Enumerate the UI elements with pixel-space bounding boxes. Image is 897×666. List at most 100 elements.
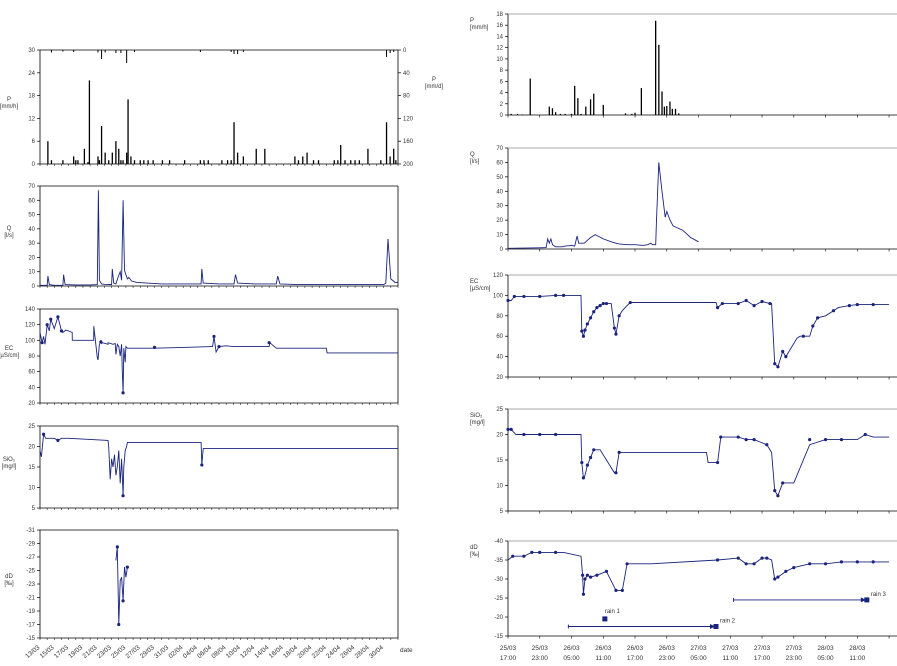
ytick-label: 8: [500, 68, 504, 74]
ytick-label: 25: [28, 424, 35, 430]
xtick-label-date: 27/03: [722, 645, 739, 652]
sample-point: [200, 463, 204, 467]
sample-point: [744, 298, 748, 303]
ytick-label: 80: [28, 354, 35, 360]
ytick-label: -31: [26, 528, 35, 534]
ytick-label: -25: [26, 569, 35, 575]
series-line-R_EC: [508, 294, 890, 368]
ytick-label: -23: [26, 582, 35, 588]
ytick-label: 25: [496, 407, 503, 413]
sample-point: [592, 448, 596, 452]
xtick-label: 20/04: [296, 644, 313, 660]
sample-point: [588, 455, 593, 460]
sample-point: [801, 334, 805, 338]
ytick-label: 15: [28, 465, 35, 471]
ylabel-line: [‰]: [470, 552, 480, 558]
xtick-label-date: 26/03: [659, 645, 676, 652]
sample-point: [538, 294, 542, 299]
sample-point: [592, 310, 596, 314]
sample-point: [595, 573, 599, 577]
ytick-label: 10: [28, 486, 35, 492]
ytick-label: 2: [500, 102, 504, 108]
ytick-label: 70: [496, 146, 503, 152]
rain-event-arrow: [860, 597, 866, 603]
ytick-label: 80: [496, 314, 503, 320]
rain-event-marker: [864, 597, 870, 603]
sample-point: [530, 550, 534, 555]
sample-point: [781, 349, 785, 354]
sample-point: [217, 345, 221, 349]
ylabel-R_dD: dD [‰]: [470, 545, 480, 558]
sample-point: [588, 575, 593, 579]
xtick-label-time: 05:00: [817, 655, 834, 662]
sample-point: [595, 306, 599, 310]
sample-point: [522, 432, 526, 437]
sample-point: [581, 334, 586, 338]
sample-point: [40, 341, 44, 345]
sample-point: [617, 314, 621, 318]
ytick2-label: 80: [403, 94, 410, 100]
ytick-label: 40: [28, 227, 35, 233]
sample-point: [773, 489, 777, 493]
ylabel-line: [mm/h]: [0, 104, 18, 110]
ytick-label: 6: [32, 139, 36, 145]
rain-event-label: rain 1: [605, 609, 621, 615]
ylabel-line: P: [7, 97, 11, 103]
ytick-label: 5: [32, 506, 36, 512]
xtick-label-date: 27/03: [754, 645, 771, 652]
xtick-label: 27/03: [125, 644, 142, 660]
sample-point: [784, 569, 788, 574]
ytick-label: 6: [500, 79, 504, 85]
xtick-label-time: 23:00: [786, 655, 803, 662]
xtick-label-time: 05:00: [690, 655, 707, 662]
sample-point: [855, 302, 859, 307]
xtick-label-time: 11:00: [849, 655, 865, 662]
xtick-label-date: 25/03: [500, 645, 517, 652]
ytick-label: 18: [496, 12, 503, 18]
ytick-label: 20: [496, 218, 503, 224]
sample-point: [121, 599, 125, 603]
ylabel2-line: P: [432, 77, 436, 83]
ytick-label: 40: [28, 385, 35, 391]
sample-point: [628, 300, 632, 305]
ytick-label: 5: [500, 509, 504, 515]
ytick-label: 10: [496, 233, 503, 239]
sample-point: [538, 550, 542, 555]
sample-point: [588, 316, 593, 320]
sample-point: [56, 315, 60, 319]
sample-point: [765, 443, 769, 447]
xtick-label: 28/04: [354, 644, 371, 660]
xtick-label: 15/03: [39, 644, 56, 660]
ytick-label: 10: [28, 270, 35, 276]
sample-point: [99, 340, 103, 344]
sample-point: [625, 562, 629, 566]
sample-point: [585, 322, 589, 326]
sample-point: [554, 432, 558, 437]
xtick-label: 06/04: [196, 644, 213, 660]
sample-point: [49, 317, 53, 321]
ylabel-line: P: [470, 18, 474, 24]
xtick-label: 23/03: [96, 644, 113, 660]
sample-point: [152, 345, 157, 349]
sample-point: [121, 391, 125, 395]
xtick-label-date: 26/03: [627, 645, 644, 652]
rain-event-marker: [602, 616, 608, 622]
ytick-label: -21: [26, 596, 35, 602]
series-line-L_EC: [39, 315, 398, 393]
ytick-label: 20: [28, 401, 35, 407]
ytick-label: 15: [496, 458, 503, 464]
rain-event-arrow: [709, 624, 715, 629]
xtick-label: 12/04: [239, 644, 256, 660]
sample-point: [581, 592, 586, 596]
sample-point: [839, 438, 844, 442]
xtick-label: 21/03: [82, 644, 99, 660]
xtick-label: 14/04: [253, 644, 270, 660]
ylabel-L_P: P [mm/h]: [0, 97, 18, 110]
sample-point: [776, 494, 780, 498]
ytick-label: 12: [28, 116, 35, 122]
xtick-label: 19/03: [67, 644, 84, 660]
sample-point: [511, 554, 515, 558]
sample-point: [736, 435, 740, 439]
sample-point: [823, 562, 828, 566]
ytick-label: 30: [496, 204, 503, 210]
